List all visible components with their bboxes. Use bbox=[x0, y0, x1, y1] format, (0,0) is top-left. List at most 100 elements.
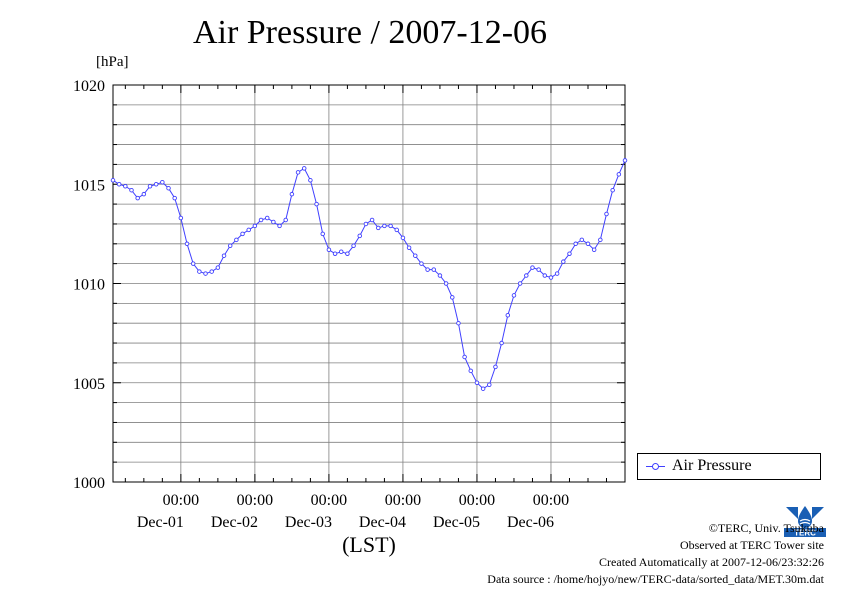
data-point bbox=[517, 281, 523, 286]
x-tick-time-label: 00:00 bbox=[533, 492, 569, 509]
data-point bbox=[561, 259, 566, 264]
data-point bbox=[295, 170, 301, 175]
data-point bbox=[524, 273, 529, 278]
data-point bbox=[511, 293, 517, 298]
y-tick-label: 1015 bbox=[73, 177, 105, 194]
logo-text: TERC bbox=[794, 529, 816, 538]
data-point bbox=[376, 225, 381, 231]
data-point bbox=[160, 180, 165, 185]
data-point bbox=[622, 158, 628, 163]
data-point bbox=[271, 219, 276, 225]
data-point bbox=[178, 215, 184, 221]
data-point bbox=[301, 166, 307, 171]
data-point bbox=[499, 340, 504, 346]
x-tick-time-label: 00:00 bbox=[459, 492, 495, 509]
data-point bbox=[277, 223, 282, 229]
observation-site-credit: Observed at TERC Tower site bbox=[679, 538, 824, 552]
y-tick-label: 1005 bbox=[73, 376, 105, 393]
chart-title: Air Pressure / 2007-12-06 bbox=[192, 14, 548, 51]
data-point bbox=[240, 231, 245, 237]
data-point bbox=[320, 231, 325, 237]
data-point bbox=[221, 253, 227, 258]
legend-marker-swatch bbox=[652, 463, 659, 470]
x-tick-time-label: 00:00 bbox=[385, 492, 421, 509]
data-point bbox=[172, 195, 177, 201]
data-point bbox=[209, 269, 214, 274]
data-point bbox=[314, 201, 319, 207]
data-point bbox=[184, 241, 190, 247]
x-tick-time-label: 00:00 bbox=[163, 492, 199, 509]
data-point bbox=[326, 247, 332, 253]
data-point bbox=[585, 241, 591, 247]
data-point bbox=[227, 243, 233, 249]
created-timestamp-credit: Created Automatically at 2007-12-06/23:3… bbox=[599, 555, 824, 569]
data-point bbox=[166, 185, 171, 191]
terc-logo: TERC bbox=[784, 503, 826, 537]
data-point bbox=[591, 247, 597, 253]
data-point bbox=[573, 241, 578, 247]
x-tick-date-label: Dec-02 bbox=[211, 514, 258, 531]
data-point bbox=[406, 245, 412, 251]
data-point bbox=[129, 187, 134, 193]
y-tick-label: 1020 bbox=[73, 78, 105, 95]
data-point bbox=[190, 261, 196, 266]
x-tick-date-label: Dec-06 bbox=[507, 514, 554, 531]
data-point bbox=[400, 235, 406, 241]
series-line bbox=[112, 160, 626, 390]
x-tick-date-label: Dec-05 bbox=[433, 514, 480, 531]
data-point bbox=[141, 191, 147, 197]
y-tick-label: 1010 bbox=[73, 277, 105, 294]
data-point bbox=[462, 354, 467, 360]
data-point bbox=[419, 261, 424, 266]
chart-legend: Air Pressure bbox=[637, 453, 821, 480]
y-axis-unit-label: [hPa] bbox=[96, 54, 129, 70]
data-point bbox=[308, 178, 313, 183]
data-point bbox=[567, 251, 572, 256]
data-point bbox=[554, 271, 560, 276]
x-tick-date-label: Dec-04 bbox=[359, 514, 406, 531]
x-axis-label: (LST) bbox=[342, 532, 396, 557]
data-point bbox=[450, 295, 455, 300]
data-point bbox=[116, 181, 122, 187]
x-tick-date-label: Dec-01 bbox=[137, 514, 184, 531]
x-tick-time-label: 00:00 bbox=[311, 492, 347, 509]
data-point bbox=[456, 320, 461, 326]
data-point bbox=[153, 181, 159, 187]
data-point bbox=[264, 215, 270, 221]
data-point bbox=[394, 227, 400, 233]
data-point bbox=[258, 217, 264, 223]
x-tick-date-label: Dec-03 bbox=[285, 514, 332, 531]
data-point bbox=[493, 364, 498, 370]
data-point bbox=[487, 382, 492, 387]
data-point bbox=[468, 368, 474, 374]
data-point bbox=[530, 265, 535, 270]
data-point bbox=[123, 183, 128, 189]
data-point bbox=[345, 251, 350, 256]
data-point bbox=[203, 271, 208, 276]
data-point bbox=[338, 249, 344, 254]
data-point bbox=[616, 172, 622, 177]
data-point bbox=[437, 273, 443, 278]
data-source-credit: Data source : /home/hojyo/new/TERC-data/… bbox=[487, 572, 824, 586]
data-point bbox=[604, 211, 609, 217]
data-point bbox=[579, 237, 585, 243]
data-point bbox=[443, 281, 449, 286]
data-point bbox=[369, 217, 375, 223]
data-point bbox=[252, 223, 258, 229]
data-point bbox=[610, 187, 615, 193]
data-point bbox=[382, 223, 387, 229]
data-point bbox=[598, 237, 603, 243]
data-point bbox=[215, 265, 221, 270]
data-point bbox=[357, 233, 362, 239]
data-point bbox=[474, 380, 480, 386]
data-point bbox=[332, 251, 338, 256]
data-point bbox=[542, 273, 548, 278]
data-point bbox=[283, 217, 288, 223]
data-point bbox=[110, 178, 116, 183]
data-point bbox=[505, 313, 511, 318]
data-point bbox=[234, 237, 239, 243]
data-point bbox=[135, 195, 140, 201]
x-tick-time-label: 00:00 bbox=[237, 492, 273, 509]
data-point bbox=[536, 267, 541, 272]
